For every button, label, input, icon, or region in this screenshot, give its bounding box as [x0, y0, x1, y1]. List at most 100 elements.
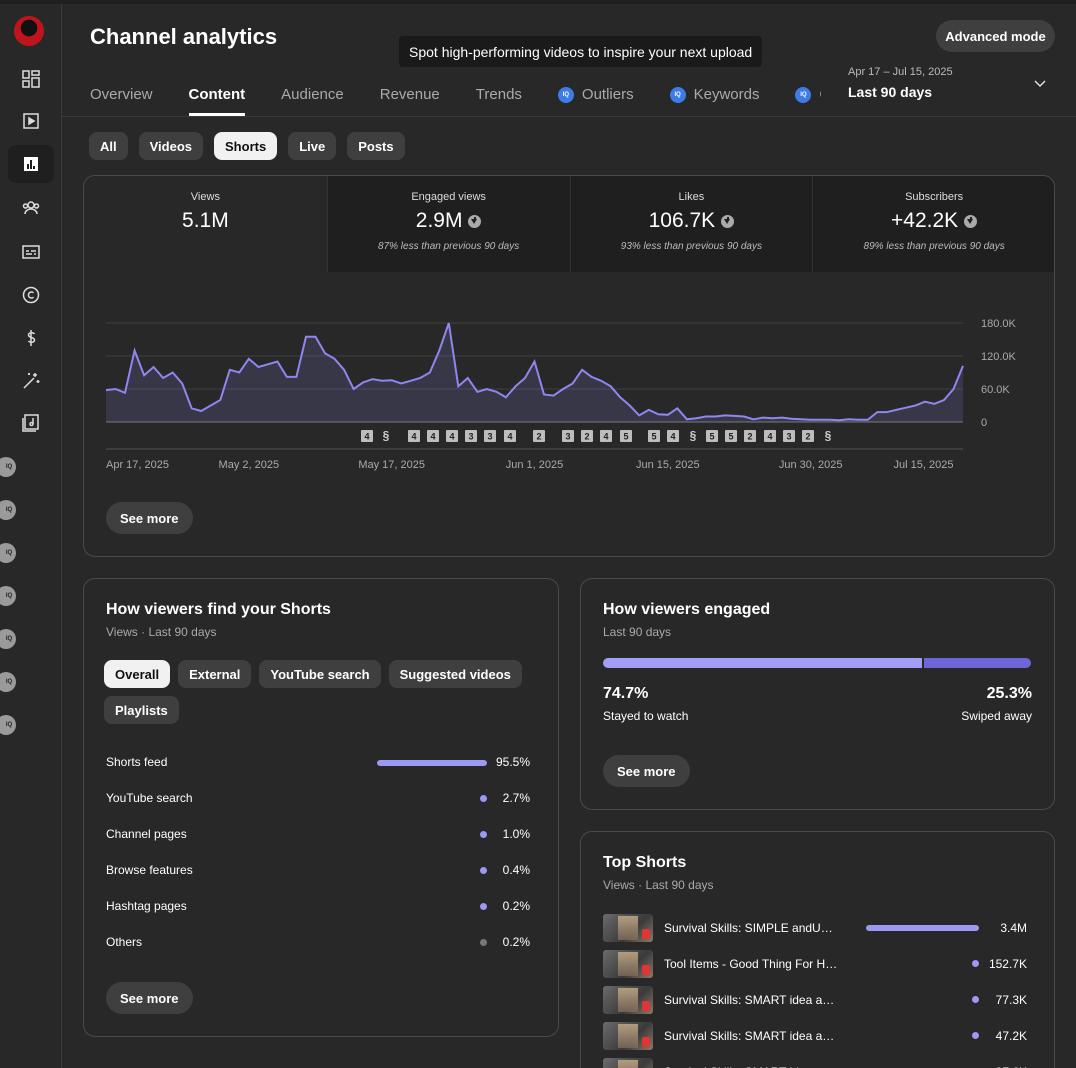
tab-audience[interactable]: Audience — [281, 80, 344, 116]
tab-overview[interactable]: Overview — [90, 80, 153, 116]
chip-live[interactable]: Live — [288, 132, 337, 160]
upload-count-marker[interactable] — [783, 430, 795, 442]
short-views: 47.2K — [995, 1029, 1027, 1043]
shorts-upload-marker[interactable] — [380, 430, 392, 442]
traffic-source-row[interactable]: Hashtag pages 0.2% — [106, 897, 530, 917]
shorts-upload-marker[interactable] — [822, 430, 834, 442]
upload-count-marker[interactable] — [361, 430, 373, 442]
metric-likes[interactable]: Likes 106.7K 93% less than previous 90 d… — [569, 176, 813, 272]
upload-count-marker[interactable] — [600, 430, 612, 442]
tab-revenue[interactable]: Revenue — [380, 80, 440, 116]
community-icon[interactable] — [8, 189, 54, 227]
upload-count-marker[interactable] — [562, 430, 574, 442]
upload-count-marker[interactable] — [648, 430, 660, 442]
metric-label: Views — [190, 191, 220, 203]
short-title[interactable]: Survival Skills: SMART idea and ... — [664, 1029, 840, 1043]
iq-icon: IQ — [669, 87, 686, 103]
metrics-row: Views 5.1M Engaged views 2.9M 87% less t… — [84, 176, 1054, 272]
chip-all[interactable]: All — [89, 132, 128, 160]
short-thumbnail[interactable] — [603, 914, 653, 942]
chip-overall[interactable]: Overall — [104, 660, 171, 688]
upload-count-marker[interactable] — [764, 430, 776, 442]
short-thumbnail[interactable] — [603, 1058, 653, 1068]
see-more-button[interactable]: See more — [603, 755, 690, 787]
traffic-source-row[interactable]: YouTube search 2.7% — [106, 789, 530, 809]
chevron-down-icon[interactable] — [1033, 77, 1047, 91]
top-short-row[interactable]: Tool Items - Good Thing For Ho... 152.7K — [603, 950, 1027, 978]
date-range-picker[interactable]: Apr 17 – Jul 15, 2025 Last 90 days — [848, 66, 953, 100]
top-short-row[interactable]: Survival Skills: SIMPLE andUSE... 3.4M — [603, 914, 1027, 942]
views-line[interactable] — [105, 322, 964, 422]
content-icon[interactable] — [8, 102, 54, 140]
upload-marker-label: 2 — [747, 432, 752, 442]
upload-count-marker[interactable] — [484, 430, 496, 442]
short-thumbnail[interactable] — [603, 950, 653, 978]
upload-count-marker[interactable] — [725, 430, 737, 442]
subtitles-icon[interactable] — [8, 233, 54, 271]
dashboard-icon[interactable] — [8, 60, 54, 98]
upload-count-marker[interactable] — [408, 430, 420, 442]
chip-suggested-videos[interactable]: Suggested videos — [388, 660, 522, 688]
traffic-source-row[interactable]: Others 0.2% — [106, 933, 530, 953]
analytics-icon[interactable] — [8, 145, 54, 183]
chip-playlists[interactable]: Playlists — [104, 696, 179, 724]
tab-trends[interactable]: Trends — [476, 80, 522, 116]
see-more-button[interactable]: See more — [106, 982, 193, 1014]
traffic-source-row[interactable]: Browse features 0.4% — [106, 861, 530, 881]
metric-subscribers[interactable]: Subscribers +42.2K 89% less than previou… — [812, 176, 1054, 272]
see-more-button[interactable]: See more — [106, 502, 193, 534]
upload-count-marker[interactable] — [504, 430, 516, 442]
upload-count-marker[interactable] — [744, 430, 756, 442]
upload-count-marker[interactable] — [802, 430, 814, 442]
iq-extension-icon[interactable]: IQ — [0, 500, 16, 520]
shorts-upload-marker[interactable] — [687, 430, 699, 442]
chip-posts[interactable]: Posts — [347, 132, 405, 160]
upload-count-marker[interactable] — [667, 430, 679, 442]
top-short-row[interactable]: Survival Skills: SMART idea and ...37.6K — [603, 1058, 1027, 1068]
upload-count-marker[interactable] — [706, 430, 718, 442]
iq-extension-icon[interactable]: IQ — [0, 457, 16, 477]
source-label: Others — [106, 935, 143, 949]
thumbnail-image — [618, 916, 638, 940]
metric-views[interactable]: Views 5.1M — [84, 176, 327, 272]
tab-optimiz[interactable]: IQ Optimiz — [795, 80, 821, 116]
top-short-row[interactable]: Survival Skills: SMART idea and ... 77.3K — [603, 986, 1027, 1014]
chip-shorts[interactable]: Shorts — [214, 132, 278, 160]
audio-library-icon[interactable] — [8, 404, 54, 442]
iq-extension-icon[interactable]: IQ — [0, 586, 16, 606]
metric-engaged-views[interactable]: Engaged views 2.9M 87% less than previou… — [326, 176, 570, 272]
upload-count-marker[interactable] — [620, 430, 632, 442]
traffic-source-row[interactable]: Shorts feed 95.5% — [106, 753, 530, 773]
short-title[interactable]: Survival Skills: SIMPLE andUSE... — [664, 921, 840, 935]
short-title[interactable]: Tool Items - Good Thing For Ho... — [664, 957, 840, 971]
advanced-mode-button[interactable]: Advanced mode — [936, 20, 1055, 52]
channel-avatar[interactable] — [14, 16, 44, 46]
customization-icon[interactable] — [8, 362, 54, 400]
upload-count-marker[interactable] — [533, 430, 545, 442]
metric-value-text: 5.1M — [182, 209, 229, 232]
card-title: How viewers engaged — [603, 601, 771, 618]
top-short-row[interactable]: Survival Skills: SMART idea and ... 47.2K — [603, 1022, 1027, 1050]
upload-count-marker[interactable] — [465, 430, 477, 442]
short-thumbnail[interactable] — [603, 1022, 653, 1050]
tab-content[interactable]: Content — [188, 80, 245, 116]
chip-external[interactable]: External — [178, 660, 252, 688]
earn-icon[interactable] — [8, 319, 54, 357]
chip-videos[interactable]: Videos — [138, 132, 204, 160]
views-chart[interactable]: 180.0K 120.0K 60.0K 0 4 § 4 4 4 3 3 4 2 3 2 4 5 5 4 § 5 5 2 4 3 2… — [84, 272, 1054, 472]
chip-youtube-search[interactable]: YouTube search — [259, 660, 381, 688]
tab-outliers[interactable]: IQ Outliers — [557, 80, 634, 116]
iq-extension-icon[interactable]: IQ — [0, 672, 16, 692]
short-title[interactable]: Survival Skills: SMART idea and ... — [664, 993, 840, 1007]
tab-keywords[interactable]: IQ Keywords — [669, 80, 759, 116]
iq-extension-icon[interactable]: IQ — [0, 543, 16, 563]
short-thumbnail[interactable] — [603, 986, 653, 1014]
upload-count-marker[interactable] — [427, 430, 439, 442]
traffic-source-row[interactable]: Channel pages 1.0% — [106, 825, 530, 845]
iq-extension-icon[interactable]: IQ — [0, 715, 16, 735]
upload-count-marker[interactable] — [446, 430, 458, 442]
iq-extension-icon[interactable]: IQ — [0, 629, 16, 649]
date-range-sub: Apr 17 – Jul 15, 2025 — [848, 66, 953, 78]
upload-count-marker[interactable] — [581, 430, 593, 442]
copyright-icon[interactable] — [8, 276, 54, 314]
